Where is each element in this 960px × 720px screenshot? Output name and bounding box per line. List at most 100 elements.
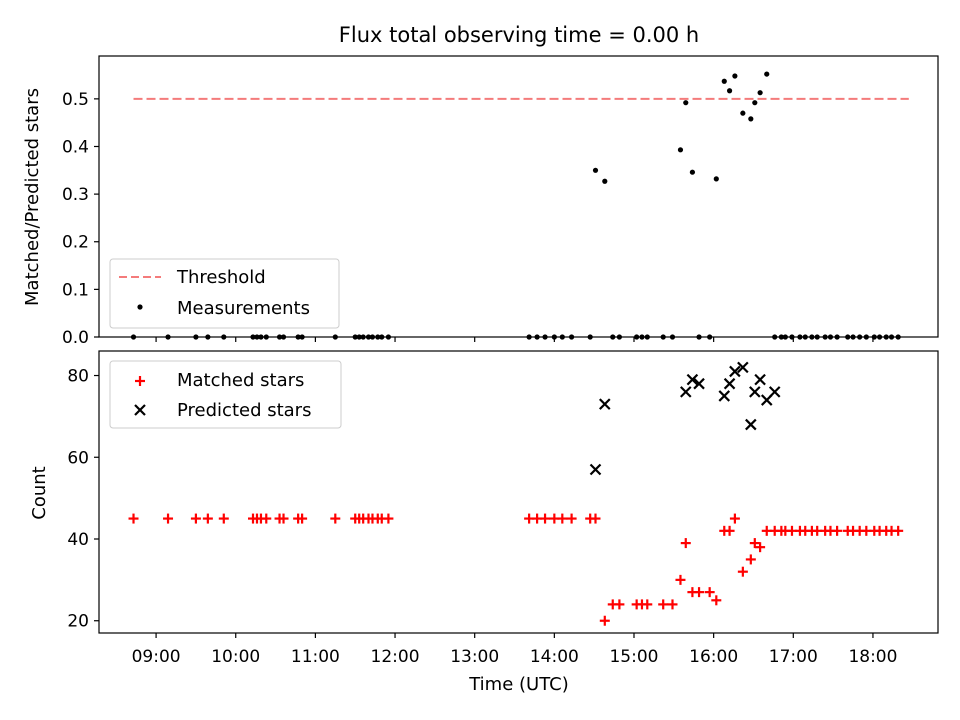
legend-measurements-swatch [137,304,143,310]
measurement-point [254,334,260,340]
measurement-point [587,334,593,340]
measurement-point [250,334,256,340]
matched-star-point [566,513,577,524]
matched-star-point [261,513,272,524]
measurement-point [809,334,815,340]
x-tick-label: 11:00 [291,647,340,667]
measurement-point [732,73,738,79]
bottom-marks [128,361,904,626]
y-tick-label: 0.5 [62,90,89,110]
measurement-point [689,169,696,175]
measurement-point [802,334,808,340]
measurement-point [280,334,287,340]
measurement-point [356,334,362,340]
x-tick-label: 13:00 [450,647,499,667]
predicted-star-point [693,377,705,390]
x-axis-label: Time (UTC) [468,674,569,695]
predicted-star-point [723,377,736,390]
measurement-point [895,334,901,340]
matched-star-point [755,542,766,553]
legend-matched-swatch [135,376,145,386]
x-tick-label: 12:00 [371,647,420,667]
predicted-star-point [686,373,699,386]
matched-star-point [599,615,610,626]
measurement-point [778,334,784,340]
measurement-point [789,334,795,340]
chart-title: Flux total observing time = 0.00 h [339,23,699,47]
measurement-point [616,334,622,340]
measurement-point [876,334,883,340]
measurement-point [375,334,381,340]
top-marks [130,71,909,340]
matched-star-point [694,587,705,598]
measurement-point [299,334,305,340]
measurement-point [542,334,548,340]
measurement-point [707,334,713,340]
measurement-point [863,334,869,340]
matched-star-point [128,513,139,524]
measurement-point [772,334,778,340]
y-tick-label: 0.1 [62,280,89,300]
measurement-point [683,100,689,106]
x-tick-label: 16:00 [689,647,738,667]
measurement-point [365,334,372,340]
y-tick-label: 0.3 [62,185,89,205]
x-tick-label: 15:00 [609,647,658,667]
bottom-x-ticks: 09:00 10:00 11:00 12:00 13:00 14:00 15:00 16:00… [132,633,897,667]
matched-star-point [202,513,213,524]
measurement-point [850,334,856,340]
measurement-point [871,334,877,340]
matched-star-point [893,525,904,536]
measurement-point [669,334,676,340]
matched-star-point [590,513,601,524]
measurement-point [258,334,264,340]
bottom-panel: 20 40 60 80 09:00 10:00 11:00 12:00 13:00 14:00 1… [29,350,939,695]
measurement-point [726,88,733,94]
measurement-point [660,334,666,340]
measurement-point [639,334,645,340]
predicted-star-point [679,386,692,398]
top-panel: 0.0 0.1 0.2 0.3 0.4 0.5 Matched/Predicted sta… [22,55,939,348]
predicted-star-point [599,398,611,410]
matched-star-point [330,513,341,524]
predicted-star-point [749,386,761,398]
x-tick-label: 10:00 [211,647,260,667]
top-y-ticks: 0.0 0.1 0.2 0.3 0.4 0.5 [62,90,99,348]
measurement-point [748,116,754,122]
measurement-point [165,334,171,340]
measurement-point [677,147,684,153]
measurement-point [797,334,803,340]
measurement-point [379,334,385,340]
matched-star-point [711,595,722,606]
bottom-legend: Matched stars Predicted stars [109,360,342,429]
matched-star-point [383,513,394,524]
measurement-point [888,334,895,340]
measurement-point [845,334,851,340]
matched-star-point [278,513,289,524]
measurement-point [276,334,283,340]
matched-star-point [749,538,760,549]
x-tick-label: 14:00 [530,647,579,667]
x-tick-label: 18:00 [848,647,897,667]
top-x-ticks [155,337,874,342]
measurement-point [193,334,199,340]
matched-star-point [680,538,691,549]
measurement-point [740,110,746,116]
y-tick-label: 60 [67,448,89,468]
measurement-point [634,334,640,340]
x-tick-label: 09:00 [132,647,181,667]
measurement-point [352,334,358,340]
x-tick-label: 17:00 [769,647,818,667]
bottom-y-axis-label: Count [29,466,50,519]
y-tick-label: 0.2 [62,233,89,253]
y-tick-label: 80 [67,367,89,387]
matched-star-point [297,513,308,524]
measurement-point [369,334,376,340]
measurement-point [644,334,650,340]
predicted-star-point [737,361,749,374]
matched-star-point [163,513,174,524]
predicted-star-point [729,365,741,378]
predicted-star-point [589,463,602,476]
measurement-point [883,334,889,340]
predicted-star-point [768,386,781,398]
